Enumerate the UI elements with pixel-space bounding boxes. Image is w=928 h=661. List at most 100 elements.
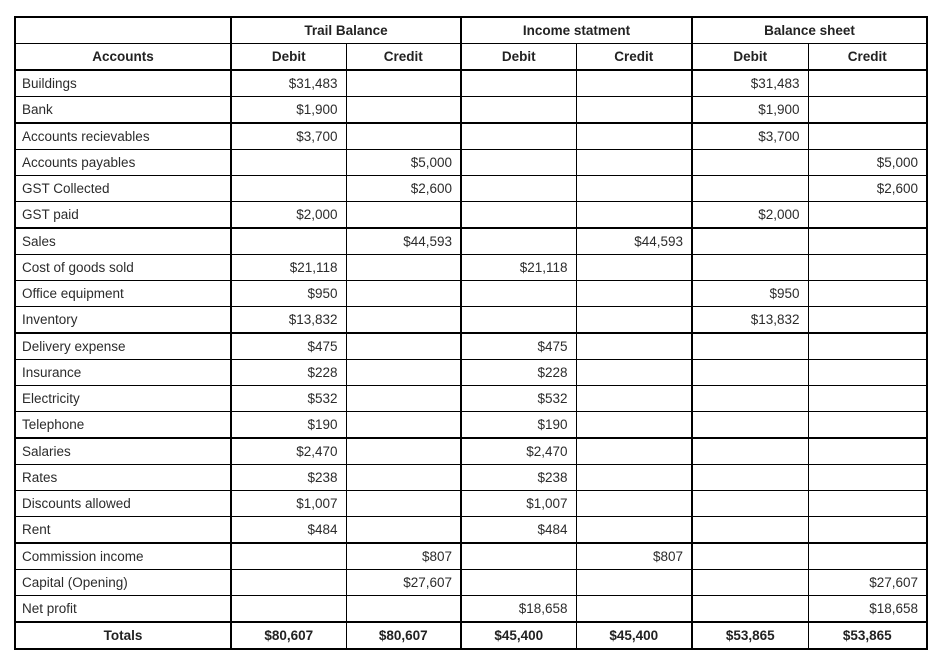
income-statement-debit-header: Debit xyxy=(460,43,577,71)
income-statement-credit-cell xyxy=(575,490,693,517)
income-statement-debit-cell: $484 xyxy=(460,516,577,544)
trail-balance-credit-cell xyxy=(345,411,462,439)
trail-balance-debit-cell: $190 xyxy=(230,411,347,439)
trail-balance-credit-cell xyxy=(345,359,462,386)
account-name-cell: Insurance xyxy=(14,359,232,386)
balance-sheet-credit-cell xyxy=(807,227,928,255)
account-name-cell: Rates xyxy=(14,464,232,491)
income-statement-debit-cell xyxy=(460,175,577,202)
balance-sheet-credit-cell xyxy=(807,359,928,386)
corner-cell xyxy=(14,16,232,44)
totals-income-statement-credit: $45,400 xyxy=(575,621,693,650)
account-name-cell: Commission income xyxy=(14,542,232,570)
income-statement-debit-cell: $532 xyxy=(460,385,577,412)
balance-sheet-debit-cell xyxy=(691,595,809,623)
account-name-cell: Salaries xyxy=(14,437,232,465)
income-statement-debit-cell xyxy=(460,201,577,229)
income-statement-credit-cell xyxy=(575,332,693,360)
balance-sheet-credit-cell: $27,607 xyxy=(807,569,928,596)
trail-balance-debit-cell xyxy=(230,569,347,596)
income-statement-debit-cell xyxy=(460,122,577,150)
income-statement-credit-cell xyxy=(575,359,693,386)
trail-balance-credit-cell xyxy=(345,122,462,150)
trail-balance-debit-cell xyxy=(230,227,347,255)
income-statement-debit-cell xyxy=(460,569,577,596)
balance-sheet-credit-cell xyxy=(807,96,928,124)
balance-sheet-credit-cell xyxy=(807,490,928,517)
account-name-cell: GST Collected xyxy=(14,175,232,202)
account-row: Discounts allowed $1,007 $1,007 xyxy=(14,490,928,517)
account-row: Insurance $228 $228 xyxy=(14,359,928,386)
income-statement-credit-cell xyxy=(575,122,693,150)
income-statement-debit-cell: $18,658 xyxy=(460,595,577,623)
balance-sheet-debit-cell xyxy=(691,569,809,596)
balance-sheet-debit-cell: $13,832 xyxy=(691,306,809,334)
income-statement-credit-cell xyxy=(575,175,693,202)
trail-balance-credit-cell: $5,000 xyxy=(345,149,462,176)
balance-sheet-credit-cell: $5,000 xyxy=(807,149,928,176)
account-row: Rent $484 $484 xyxy=(14,516,928,544)
account-name-cell: Capital (Opening) xyxy=(14,569,232,596)
totals-trail-balance-credit: $80,607 xyxy=(345,621,462,650)
account-name-cell: Buildings xyxy=(14,69,232,97)
trail-balance-debit-cell xyxy=(230,595,347,623)
trail-balance-credit-cell xyxy=(345,385,462,412)
trail-balance-debit-cell: $950 xyxy=(230,280,347,307)
trail-balance-debit-cell: $1,007 xyxy=(230,490,347,517)
balance-sheet-credit-cell xyxy=(807,437,928,465)
trail-balance-debit-cell xyxy=(230,175,347,202)
balance-sheet-debit-cell: $950 xyxy=(691,280,809,307)
trail-balance-debit-cell: $475 xyxy=(230,332,347,360)
trail-balance-debit-cell: $532 xyxy=(230,385,347,412)
trail-balance-debit-cell: $13,832 xyxy=(230,306,347,334)
account-row: Cost of goods sold $21,118 $21,118 xyxy=(14,254,928,281)
account-name-cell: Cost of goods sold xyxy=(14,254,232,281)
income-statement-credit-cell xyxy=(575,201,693,229)
trail-balance-group-header: Trail Balance xyxy=(229,16,462,44)
income-statement-debit-cell: $1,007 xyxy=(460,490,577,517)
account-row: Inventory $13,832 $13,832 xyxy=(14,306,928,334)
account-row: Electricity $532 $532 xyxy=(14,385,928,412)
account-name-cell: Sales xyxy=(14,227,232,255)
balance-sheet-credit-cell xyxy=(807,516,928,544)
group-header-row: Trail Balance Income statment Balance sh… xyxy=(14,16,928,44)
income-statement-debit-cell: $238 xyxy=(460,464,577,491)
income-statement-debit-cell xyxy=(460,69,577,97)
income-statement-credit-cell xyxy=(575,569,693,596)
trail-balance-debit-cell: $21,118 xyxy=(230,254,347,281)
balance-sheet-debit-cell xyxy=(691,516,809,544)
trail-balance-credit-cell xyxy=(345,306,462,334)
income-statement-debit-cell xyxy=(460,542,577,570)
sub-header-row: Accounts Debit Credit Debit Credit Debit… xyxy=(14,43,928,71)
account-row: Capital (Opening) $27,607 $27,607 xyxy=(14,569,928,596)
account-name-cell: Delivery expense xyxy=(14,332,232,360)
totals-row: Totals $80,607 $80,607 $45,400 $45,400 $… xyxy=(14,621,928,650)
income-statement-debit-cell: $21,118 xyxy=(460,254,577,281)
income-statement-credit-header: Credit xyxy=(575,43,693,71)
trail-balance-credit-cell xyxy=(345,516,462,544)
balance-sheet-debit-cell xyxy=(691,254,809,281)
account-name-cell: Office equipment xyxy=(14,280,232,307)
income-statement-credit-cell xyxy=(575,306,693,334)
accounts-column-header: Accounts xyxy=(14,43,232,71)
account-row: GST Collected $2,600 $2,600 xyxy=(14,175,928,202)
trail-balance-credit-cell xyxy=(345,332,462,360)
account-row: Buildings $31,483 $31,483 xyxy=(14,69,928,97)
account-row: Salaries $2,470 $2,470 xyxy=(14,437,928,465)
trail-balance-debit-cell: $1,900 xyxy=(230,96,347,124)
account-name-cell: Rent xyxy=(14,516,232,544)
balance-sheet-credit-cell xyxy=(807,201,928,229)
income-statement-credit-cell: $807 xyxy=(575,542,693,570)
account-name-cell: Telephone xyxy=(14,411,232,439)
account-name-cell: Bank xyxy=(14,96,232,124)
balance-sheet-credit-cell xyxy=(807,69,928,97)
balance-sheet-debit-cell xyxy=(691,332,809,360)
balance-sheet-debit-header: Debit xyxy=(691,43,809,71)
balance-sheet-credit-cell xyxy=(807,332,928,360)
balance-sheet-debit-cell: $1,900 xyxy=(691,96,809,124)
income-statement-credit-cell xyxy=(575,96,693,124)
income-statement-debit-cell xyxy=(460,227,577,255)
account-name-cell: Discounts allowed xyxy=(14,490,232,517)
totals-balance-sheet-credit: $53,865 xyxy=(807,621,928,650)
